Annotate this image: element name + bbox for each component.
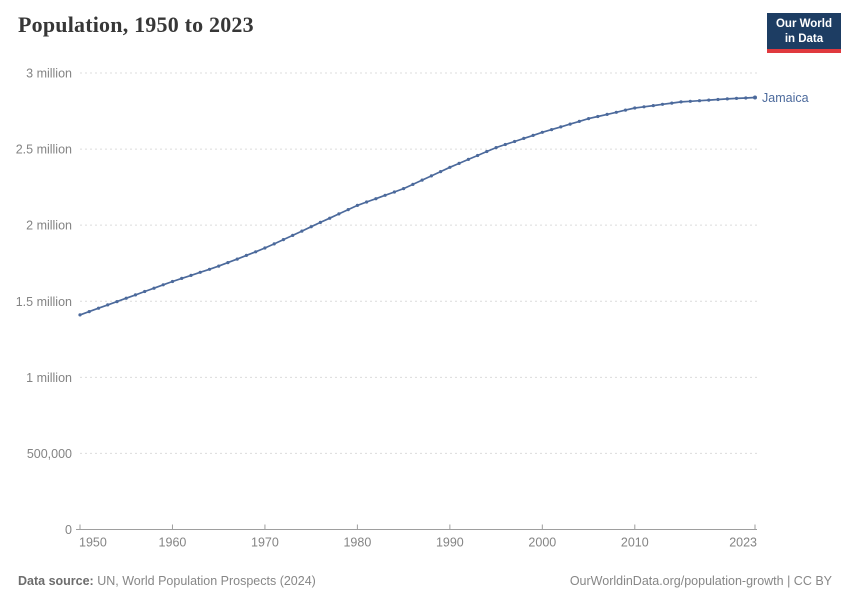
x-tick-label: 1970 [251, 536, 279, 550]
y-tick-label: 0 [65, 523, 72, 537]
y-tick-label: 2.5 million [16, 143, 72, 157]
x-tick-label: 2000 [528, 536, 556, 550]
x-tick-label: 1980 [343, 536, 371, 550]
y-tick-label: 1 million [26, 371, 72, 385]
owid-logo-line1: Our World [775, 18, 832, 30]
owid-logo[interactable]: Our World in Data [766, 13, 841, 54]
y-tick-label: 1.5 million [16, 295, 72, 309]
x-tick-label: 1950 [79, 536, 107, 550]
x-tick-label: 1960 [159, 536, 187, 550]
x-tick-label: 1990 [436, 536, 464, 550]
y-axis: 0 500,000 1 million 1.5 million 2 million 2.5… [16, 67, 757, 537]
owid-logo-line2: in Data [784, 32, 824, 45]
series-label-jamaica[interactable]: Jamaica [762, 91, 809, 105]
data-series-jamaica[interactable]: Jamaica [78, 91, 809, 317]
data-source-note: Data source: UN, World Population Prospe… [18, 574, 316, 588]
data-source-text: UN, World Population Prospects (2024) [93, 574, 316, 588]
y-tick-label: 3 million [26, 67, 72, 81]
y-tick-label: 2 million [26, 219, 72, 233]
x-axis: 1950 1960 1970 1980 1990 2000 2010 2023 [76, 524, 757, 550]
x-tick-label: 2023 [729, 536, 757, 550]
chart-footer: Data source: UN, World Population Prospe… [18, 574, 832, 588]
y-tick-label: 500,000 [27, 447, 72, 461]
x-tick-label: 2010 [621, 536, 649, 550]
data-source-label: Data source: [18, 574, 94, 588]
page-title: Population, 1950 to 2023 [18, 12, 254, 37]
credit-link[interactable]: OurWorldinData.org/population-growth | C… [569, 574, 832, 588]
